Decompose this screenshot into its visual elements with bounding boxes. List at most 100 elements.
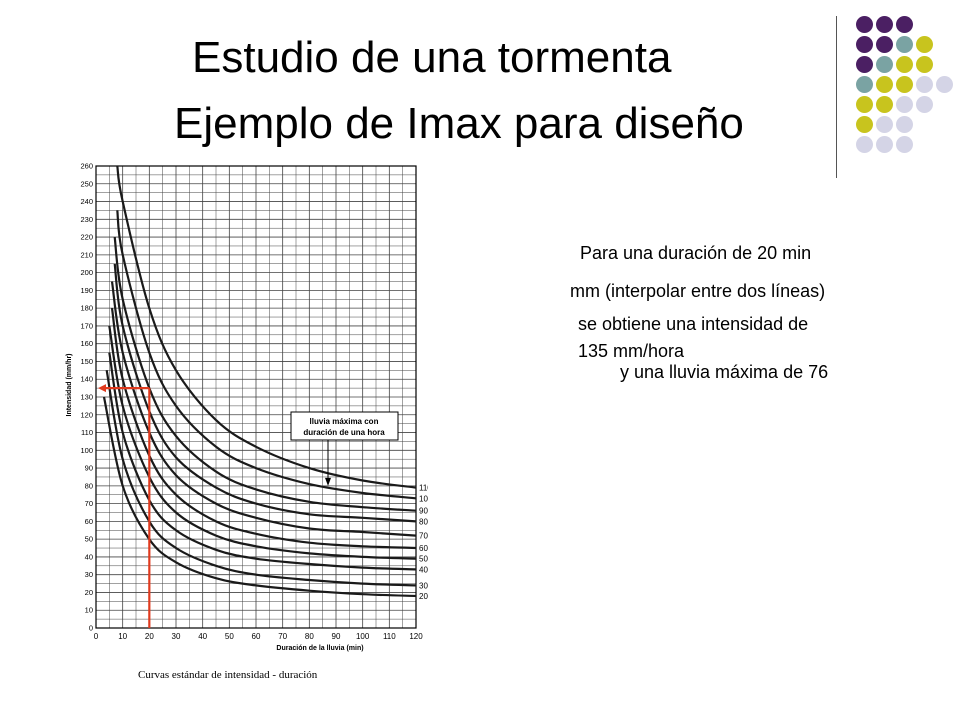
y-tick-label: 110: [81, 428, 93, 437]
decor-dot: [936, 76, 953, 93]
y-tick-label: 210: [80, 250, 93, 259]
x-tick-labels: 0 10 20 30 40 50 60 70 80 90 100 110 120: [94, 632, 423, 641]
decor-dot: [856, 136, 873, 153]
reading-lines: [98, 384, 151, 628]
decor-dot: [896, 16, 913, 33]
note-duration: Para una duración de 20 min: [580, 243, 812, 263]
x-tick-label: 80: [305, 632, 314, 641]
decor-dot: [856, 16, 873, 33]
decor-dot: [856, 116, 873, 133]
x-tick-label: 100: [356, 632, 370, 641]
x-tick-label: 20: [145, 632, 154, 641]
decor-dot: [896, 76, 913, 93]
y-axis-label: Intensidad (mm/hr): [66, 353, 73, 416]
decor-dot: [876, 96, 893, 113]
decor-dot: [876, 76, 893, 93]
decor-dot: [876, 116, 893, 133]
decor-dot: [856, 96, 873, 113]
y-tick-label: 50: [85, 535, 93, 544]
decor-dot: [856, 56, 873, 73]
y-tick-labels: 0 10 20 30 40 50 60 70 80 90 100 110 120 130 140 150 160…: [80, 162, 93, 633]
curve-30: [105, 370, 417, 587]
decor-dot: [856, 76, 873, 93]
curve-60: [110, 308, 417, 550]
curve-label-60: 60: [419, 544, 428, 553]
y-tick-label: 130: [80, 393, 93, 402]
x-tick-label: 60: [252, 632, 261, 641]
y-tick-label: 60: [85, 517, 93, 526]
y-tick-label: 180: [80, 304, 93, 313]
y-tick-label: 250: [80, 179, 93, 188]
curve-label-70: 70: [419, 532, 428, 541]
x-tick-label: 10: [118, 632, 127, 641]
y-tick-label: 20: [85, 588, 93, 597]
x-tick-label: 40: [198, 632, 207, 641]
annotation-box: [290, 411, 399, 441]
x-axis-label: Duración de la lluvia (min): [276, 645, 363, 652]
chart-caption: Curvas estándar de intensidad - duración: [138, 669, 318, 681]
y-tick-label: 70: [85, 499, 93, 508]
curve-70: [110, 281, 417, 537]
curve-label-100: 100: [419, 494, 428, 503]
curve-label-40: 40: [419, 565, 428, 574]
curve-label-50: 50: [419, 555, 428, 564]
annotation-line2: duración de una hora: [303, 428, 385, 437]
decor-dot: [876, 56, 893, 73]
curve-100: [116, 210, 417, 500]
slide-title-line1: Estudio de una tormenta: [192, 33, 672, 82]
annotation-arrowhead: [325, 477, 331, 486]
y-tick-label: 30: [85, 570, 93, 579]
decor-dot: [896, 96, 913, 113]
curve-90: [113, 236, 417, 512]
curve-110: [116, 165, 417, 489]
curve-label-80: 80: [419, 517, 428, 526]
slide-title-line2: Ejemplo de Imax para diseño: [174, 99, 744, 148]
decor-dot: [916, 56, 933, 73]
y-tick-label: 160: [80, 339, 93, 348]
decor-dot: [916, 96, 933, 113]
curve-label-90: 90: [419, 507, 428, 516]
y-tick-label: 120: [80, 410, 93, 419]
decor-dot: [896, 116, 913, 133]
x-tick-label: 50: [225, 632, 234, 641]
y-tick-label: 80: [85, 481, 93, 490]
y-tick-label: 230: [80, 215, 93, 224]
decor-dot: [876, 136, 893, 153]
y-tick-label: 150: [80, 357, 93, 366]
x-tick-label: 0: [94, 632, 99, 641]
curve-label-20: 20: [419, 592, 428, 601]
x-tick-label: 110: [383, 632, 396, 641]
decor-dot: [916, 36, 933, 53]
y-tick-label: 200: [80, 268, 93, 277]
curve-40: [108, 352, 417, 571]
curve-label-30: 30: [419, 581, 428, 590]
y-tick-label: 140: [80, 375, 93, 384]
idf-chart: 0102030405060708090100110120130140150160…: [66, 162, 428, 682]
reading-arrowhead: [98, 384, 106, 393]
y-tick-label: 170: [80, 321, 93, 330]
x-tick-label: 90: [332, 632, 341, 641]
note-rain: y una lluvia máxima de 76: [620, 362, 829, 382]
y-tick-label: 240: [80, 197, 93, 206]
decor-dot: [896, 36, 913, 53]
note-interpolate: mm (interpolar entre dos líneas): [570, 281, 826, 301]
y-tick-label: 90: [85, 464, 93, 473]
decor-dot: [856, 36, 873, 53]
curve-20: [102, 396, 417, 598]
chart-annotation: lluvia máxima con duración de una hora: [290, 411, 399, 486]
note-value: 135 mm/hora: [578, 341, 685, 361]
annotation-line1: lluvia máxima con: [310, 417, 379, 426]
chart-curves: [102, 165, 417, 598]
decor-dot: [876, 16, 893, 33]
decor-divider: [836, 16, 837, 178]
x-tick-label: 30: [172, 632, 181, 641]
x-tick-label: 120: [409, 632, 423, 641]
y-tick-label: 0: [89, 624, 93, 633]
decor-dot: [896, 56, 913, 73]
y-tick-label: 100: [80, 446, 93, 455]
decor-dot: [896, 136, 913, 153]
y-tick-label: 260: [80, 162, 93, 171]
y-tick-label: 220: [80, 233, 93, 242]
note-intensity: se obtiene una intensidad de: [578, 314, 809, 334]
